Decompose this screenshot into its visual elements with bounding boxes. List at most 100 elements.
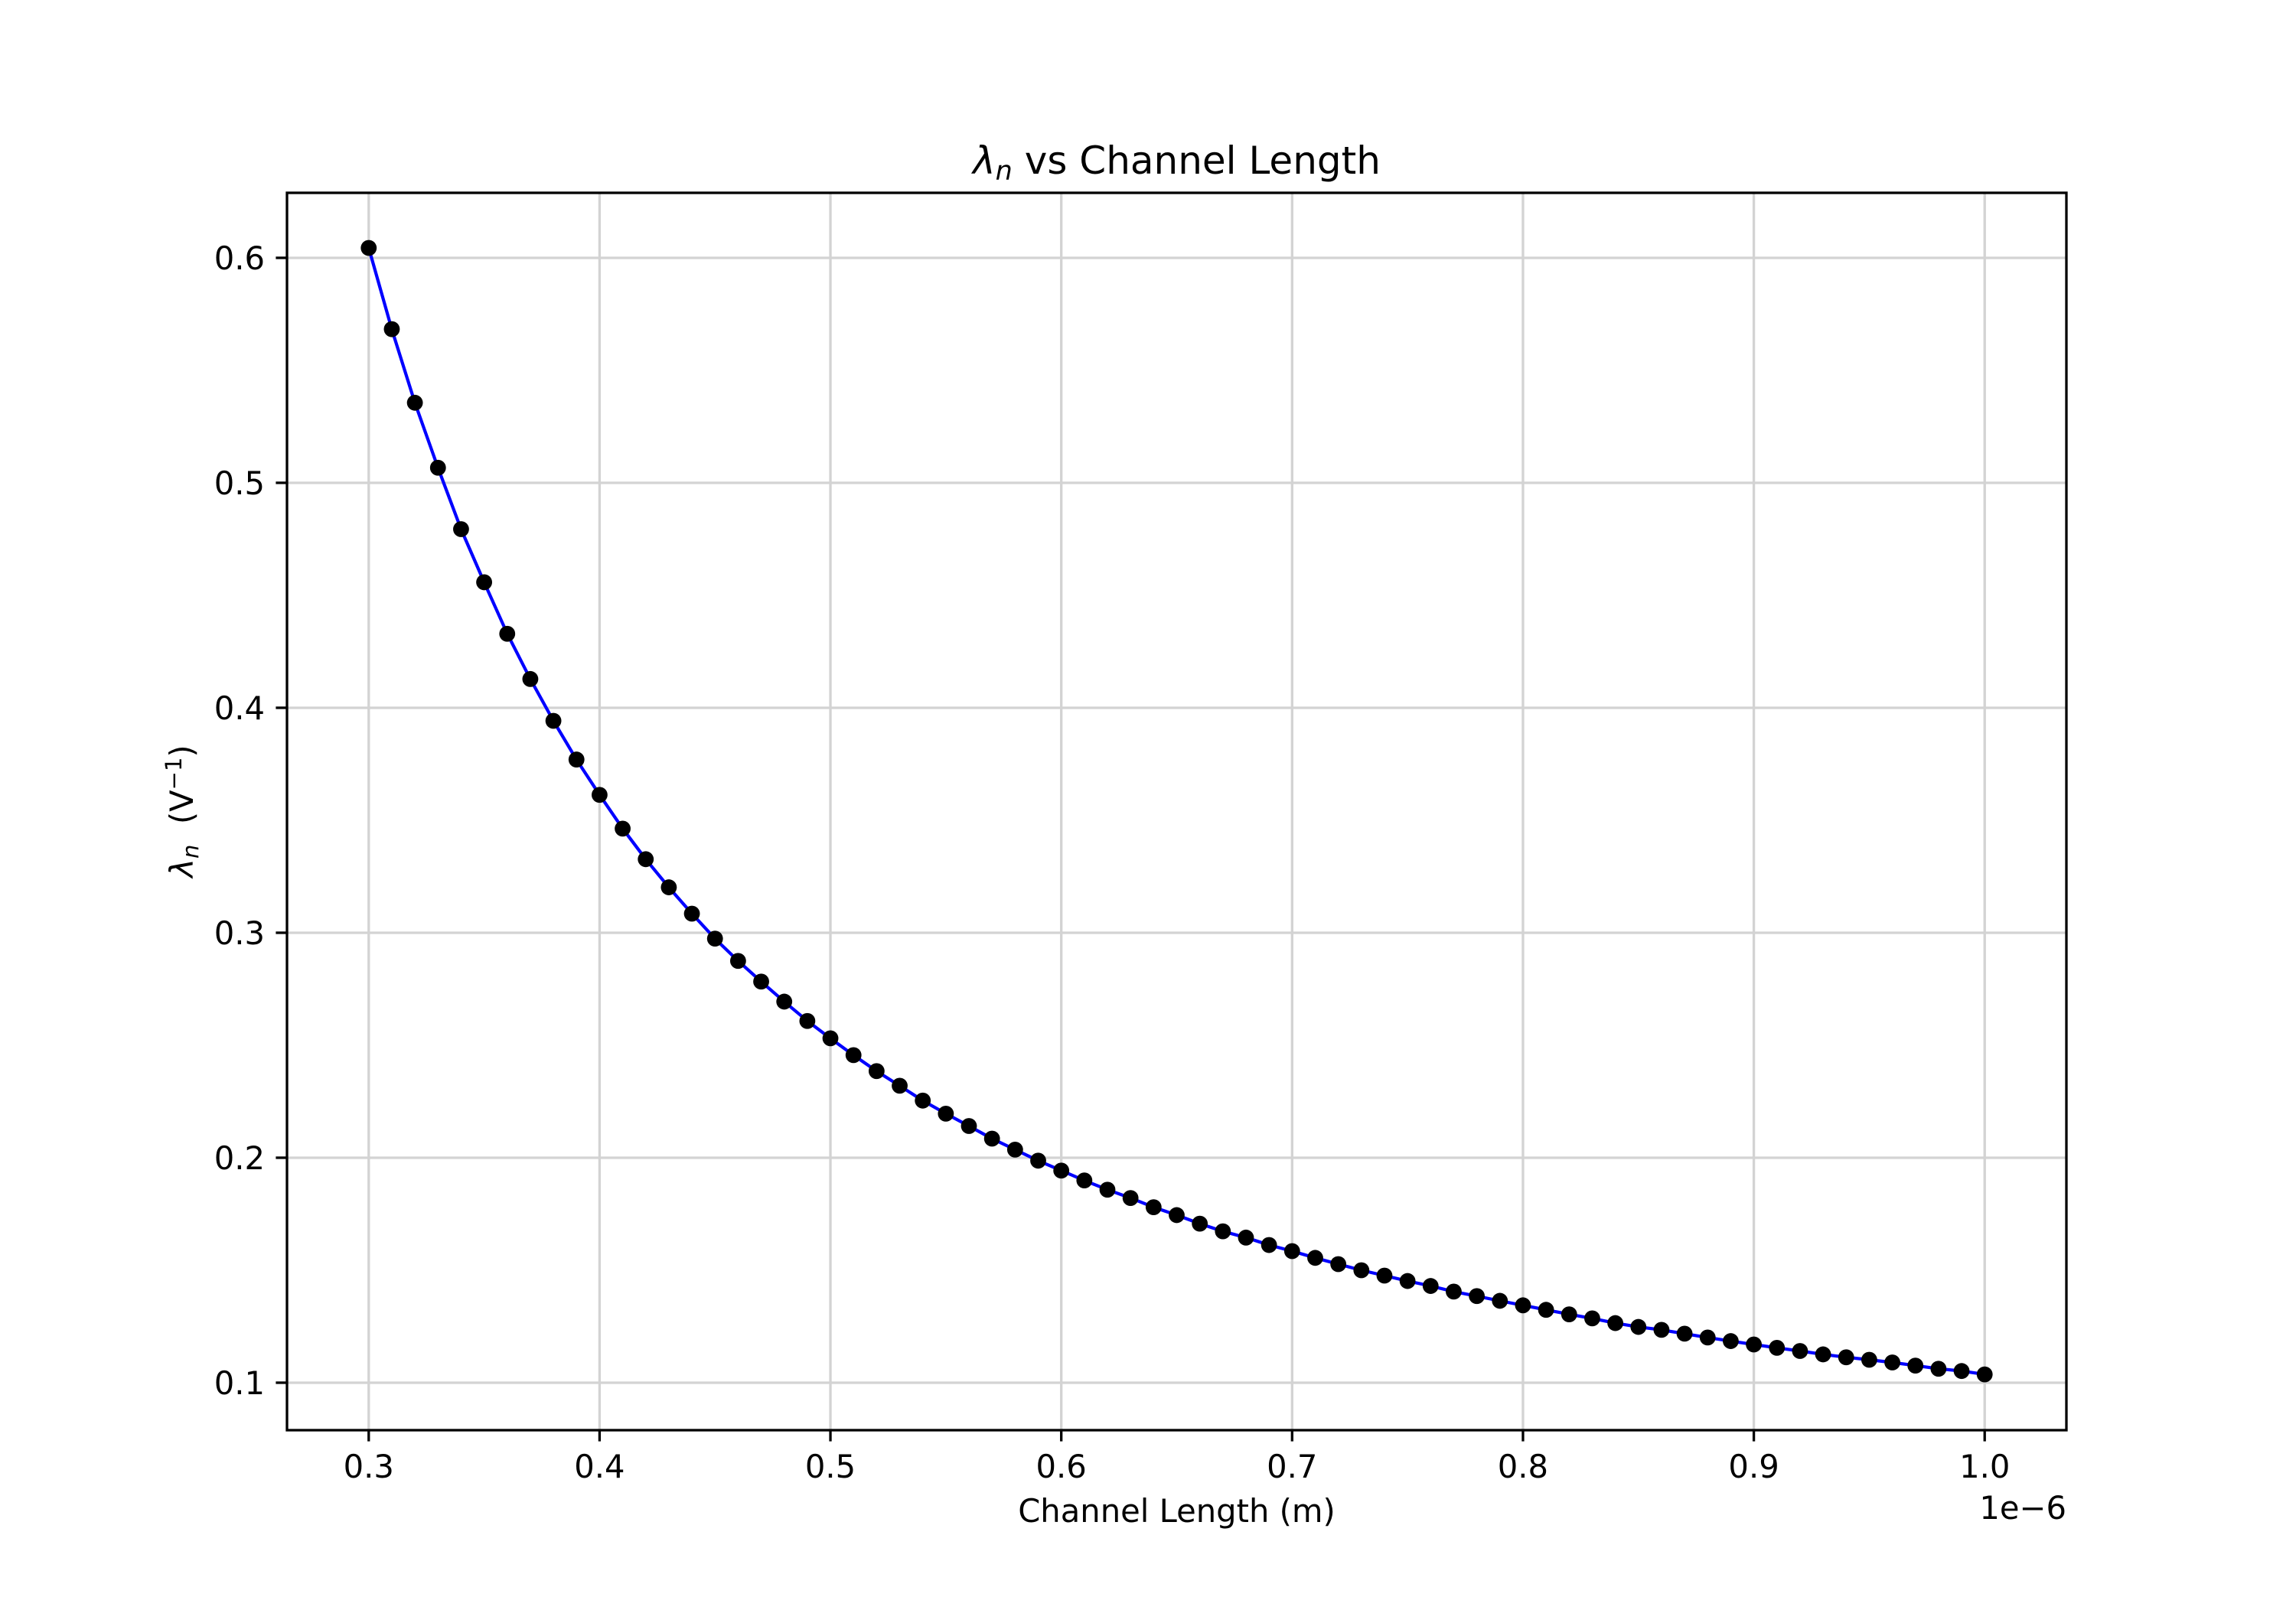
data-point-marker bbox=[1076, 1172, 1093, 1189]
axis-ticks: 0.3 0.4 0.5 0.6 0.7 0.8 0.9 1.0 0.1 0.2 0.3 0.4 0.5 0… bbox=[214, 240, 2011, 1485]
data-point-marker bbox=[1192, 1215, 1208, 1232]
data-point-marker bbox=[1630, 1318, 1647, 1335]
x-tick-label: 0.7 bbox=[1267, 1448, 1317, 1485]
data-point-marker bbox=[1283, 1243, 1300, 1260]
y-tick-label: 0.6 bbox=[214, 240, 265, 277]
data-point-marker bbox=[1145, 1199, 1162, 1216]
data-point-marker bbox=[960, 1118, 977, 1134]
x-tick-label: 1.0 bbox=[1959, 1448, 2010, 1485]
data-point-marker bbox=[522, 670, 539, 687]
y-tick-label: 0.5 bbox=[214, 464, 265, 502]
data-point-marker bbox=[545, 712, 562, 729]
data-point-marker bbox=[1030, 1152, 1046, 1169]
data-point-marker bbox=[1653, 1322, 1670, 1338]
ylabel-close: ) bbox=[163, 745, 201, 757]
data-point-marker bbox=[1676, 1325, 1693, 1342]
data-point-marker bbox=[1884, 1354, 1900, 1370]
data-point-marker bbox=[1515, 1297, 1531, 1314]
x-tick-label: 0.5 bbox=[805, 1448, 856, 1485]
data-point-marker bbox=[1699, 1329, 1716, 1346]
data-point-marker bbox=[753, 973, 769, 990]
data-point-marker bbox=[1215, 1223, 1231, 1240]
data-point-marker bbox=[660, 879, 677, 895]
data-point-marker bbox=[1399, 1273, 1416, 1289]
ylabel-unit: (V bbox=[163, 790, 201, 845]
data-point-marker bbox=[1723, 1333, 1739, 1349]
data-point-marker bbox=[1353, 1262, 1370, 1279]
data-point-marker bbox=[1376, 1267, 1393, 1284]
data-point-marker bbox=[360, 240, 377, 256]
axes-frame bbox=[285, 191, 2068, 1432]
data-point-marker bbox=[1953, 1363, 1970, 1380]
ylabel-subscript: n bbox=[178, 845, 204, 859]
data-point-marker bbox=[1907, 1357, 1924, 1374]
data-point-marker bbox=[1006, 1141, 1023, 1158]
data-point-marker bbox=[1976, 1366, 1993, 1383]
data-point-marker bbox=[938, 1105, 954, 1122]
data-point-marker bbox=[1561, 1306, 1577, 1322]
data-point-marker bbox=[1307, 1250, 1323, 1266]
y-tick-label: 0.3 bbox=[214, 914, 265, 952]
data-point-marker bbox=[1469, 1288, 1486, 1305]
x-tick-label: 0.3 bbox=[344, 1448, 394, 1485]
y-axis-label: λn (V−1) bbox=[161, 745, 204, 878]
x-tick-label: 0.4 bbox=[574, 1448, 625, 1485]
title-subscript: n bbox=[996, 156, 1013, 187]
data-point-marker bbox=[1330, 1256, 1347, 1273]
grid bbox=[287, 193, 2066, 1430]
data-point-marker bbox=[638, 851, 654, 868]
data-point-marker bbox=[406, 394, 423, 411]
x-tick-label: 0.8 bbox=[1498, 1448, 1548, 1485]
data-point-marker bbox=[915, 1092, 931, 1109]
data-point-marker bbox=[476, 574, 492, 591]
title-symbol: λ bbox=[970, 139, 996, 183]
title-text: vs Channel Length bbox=[1013, 139, 1381, 183]
data-point-marker bbox=[983, 1130, 1000, 1147]
plot-area bbox=[360, 240, 1993, 1383]
data-point-marker bbox=[1492, 1292, 1508, 1309]
data-point-marker bbox=[1422, 1278, 1439, 1294]
data-point-marker bbox=[499, 625, 516, 642]
data-point-marker bbox=[1053, 1162, 1070, 1179]
data-point-marker bbox=[1815, 1346, 1831, 1363]
data-point-marker bbox=[776, 993, 793, 1010]
data-point-marker bbox=[845, 1047, 862, 1064]
data-point-marker bbox=[1584, 1310, 1600, 1327]
y-tick-label: 0.4 bbox=[214, 689, 265, 727]
data-point-marker bbox=[706, 930, 723, 947]
data-point-marker bbox=[1746, 1336, 1762, 1353]
y-tick-label: 0.2 bbox=[214, 1139, 265, 1177]
data-point-marker bbox=[729, 953, 746, 970]
y-tick-label: 0.1 bbox=[214, 1364, 265, 1402]
data-point-marker bbox=[1446, 1283, 1462, 1300]
data-point-marker bbox=[1238, 1229, 1254, 1246]
x-tick-label: 0.9 bbox=[1728, 1448, 1779, 1485]
data-point-marker bbox=[453, 521, 469, 537]
data-point-marker bbox=[683, 905, 700, 922]
data-point-marker bbox=[1769, 1339, 1786, 1356]
x-axis-offset-label: 1e−6 bbox=[1979, 1489, 2066, 1527]
data-point-marker bbox=[1607, 1315, 1624, 1331]
data-point-marker bbox=[892, 1077, 908, 1094]
data-point-marker bbox=[1099, 1181, 1116, 1198]
data-point-marker bbox=[592, 787, 608, 803]
data-point-marker bbox=[429, 459, 446, 476]
data-point-marker bbox=[1792, 1343, 1808, 1359]
data-point-marker bbox=[1261, 1237, 1277, 1253]
ylabel-superscript: −1 bbox=[161, 758, 187, 790]
data-point-marker bbox=[1122, 1190, 1139, 1206]
data-point-marker bbox=[1861, 1351, 1877, 1368]
data-point-marker bbox=[615, 820, 631, 837]
data-point-marker bbox=[1838, 1349, 1854, 1366]
data-point-marker bbox=[1538, 1302, 1554, 1318]
x-tick-label: 0.6 bbox=[1036, 1448, 1087, 1485]
data-point-marker bbox=[868, 1063, 885, 1080]
chart-title: λn vs Channel Length bbox=[970, 139, 1381, 187]
data-point-marker bbox=[383, 321, 400, 337]
x-axis-label: Channel Length (m) bbox=[1018, 1492, 1336, 1530]
data-point-marker bbox=[1169, 1207, 1185, 1224]
ylabel-symbol: λ bbox=[163, 859, 201, 879]
